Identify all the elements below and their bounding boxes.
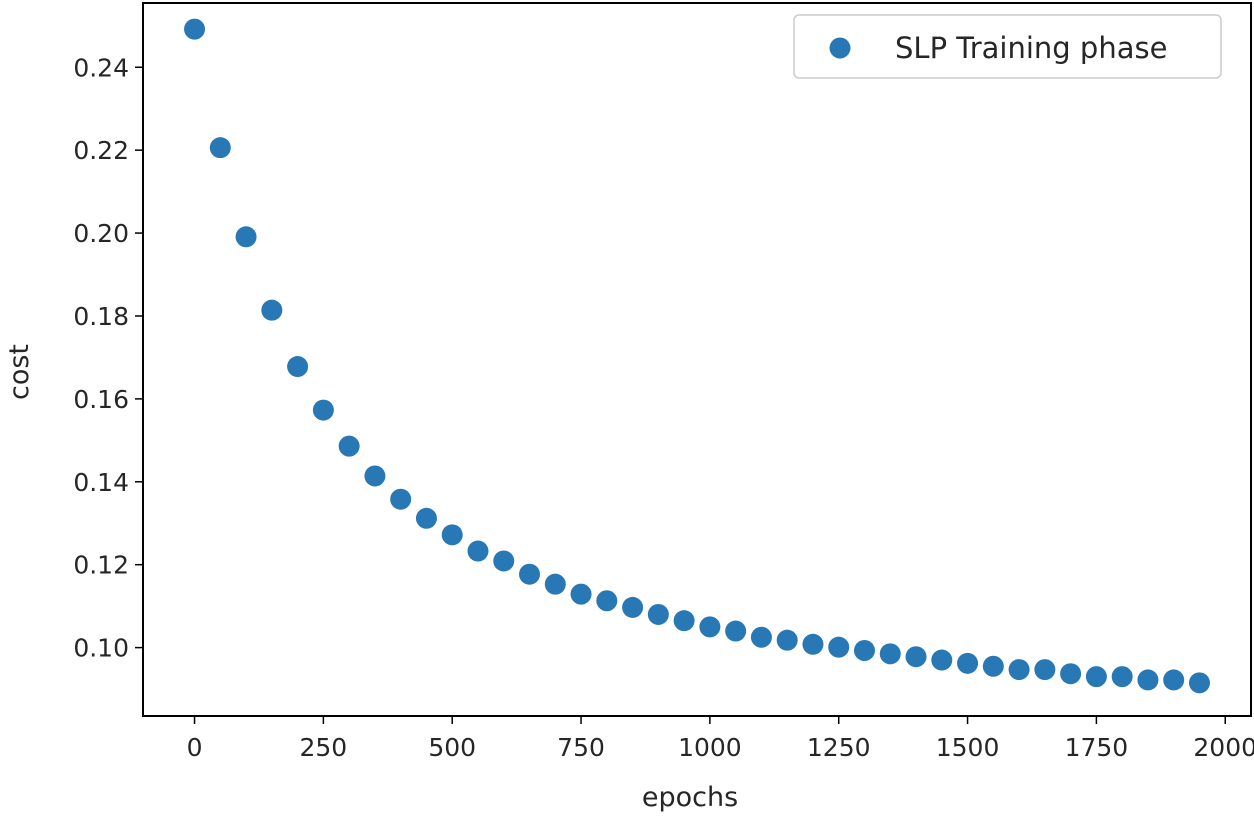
data-point xyxy=(725,620,747,642)
legend: SLP Training phase xyxy=(793,14,1222,79)
data-point xyxy=(1060,663,1082,685)
x-tick-label: 2000 xyxy=(1193,733,1254,762)
x-tick-label: 750 xyxy=(557,733,605,762)
data-point xyxy=(879,643,901,665)
data-point xyxy=(1188,672,1210,694)
data-point xyxy=(931,649,953,671)
data-point xyxy=(493,550,515,572)
data-point xyxy=(1137,669,1159,691)
data-point xyxy=(287,356,309,378)
data-point xyxy=(261,299,283,321)
data-point xyxy=(312,399,334,421)
data-point xyxy=(1034,659,1056,681)
data-point xyxy=(235,226,257,248)
data-point xyxy=(1085,666,1107,688)
x-axis-label: epochs xyxy=(642,782,738,813)
data-point xyxy=(828,636,850,658)
y-tick-label: 0.22 xyxy=(73,136,129,165)
x-tick-label: 1000 xyxy=(678,733,742,762)
data-point xyxy=(622,596,644,618)
data-point xyxy=(184,18,206,40)
data-point xyxy=(853,640,875,662)
data-point xyxy=(519,563,541,585)
legend-label: SLP Training phase xyxy=(895,31,1167,65)
data-point xyxy=(467,540,489,562)
data-point xyxy=(596,590,618,612)
y-tick-label: 0.20 xyxy=(73,219,129,248)
legend-box xyxy=(793,14,1222,79)
plot-frame xyxy=(142,2,1252,717)
data-point xyxy=(750,626,772,648)
axis-ticks: 0 250 500 750 1000 1250 1500 1750 2000 0.10 0.12 0.… xyxy=(73,53,1254,762)
data-point xyxy=(1008,659,1030,681)
legend-marker xyxy=(829,37,851,59)
data-point xyxy=(1111,666,1133,688)
data-point xyxy=(544,573,566,595)
y-tick-label: 0.16 xyxy=(73,385,129,414)
x-tick-label: 250 xyxy=(300,733,348,762)
data-point xyxy=(905,646,927,668)
data-point xyxy=(802,633,824,655)
y-tick-label: 0.12 xyxy=(73,551,129,580)
x-tick-label: 1250 xyxy=(807,733,871,762)
y-tick-label: 0.24 xyxy=(73,53,129,82)
data-point xyxy=(776,629,798,651)
x-tick-label: 0 xyxy=(187,733,203,762)
data-point xyxy=(957,652,979,674)
data-point xyxy=(1163,669,1185,691)
y-tick-label: 0.18 xyxy=(73,302,129,331)
data-point xyxy=(209,137,231,159)
data-point xyxy=(441,524,463,546)
y-tick-label: 0.10 xyxy=(73,634,129,663)
data-point xyxy=(699,616,721,638)
data-point xyxy=(338,435,360,457)
data-point xyxy=(647,603,669,625)
data-point xyxy=(364,465,386,487)
data-point xyxy=(390,488,412,510)
data-point xyxy=(673,610,695,632)
x-tick-label: 1500 xyxy=(936,733,1000,762)
y-tick-label: 0.14 xyxy=(73,468,129,497)
x-tick-label: 500 xyxy=(428,733,476,762)
x-tick-label: 1750 xyxy=(1065,733,1129,762)
data-point xyxy=(982,655,1004,677)
data-point xyxy=(570,583,592,605)
y-axis-label: cost xyxy=(4,344,35,400)
data-points xyxy=(184,18,1210,694)
data-point xyxy=(415,507,437,529)
